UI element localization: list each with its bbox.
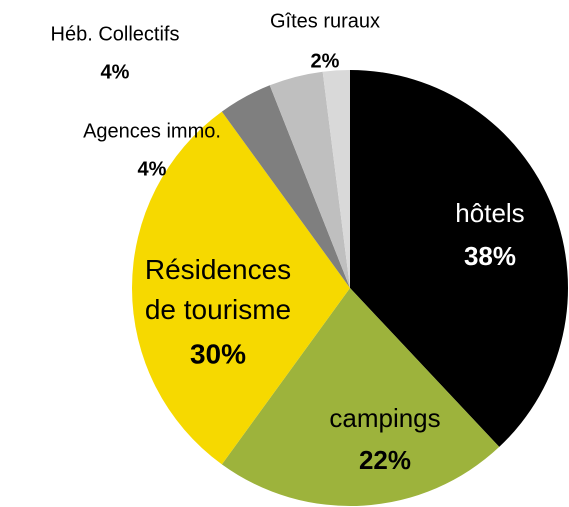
pie-slice: [269, 71, 350, 288]
slice-label: Héb. Collectifs: [51, 23, 180, 45]
pie-slice: [350, 70, 568, 447]
slice-label: hôtels: [455, 198, 524, 228]
pie-slice: [221, 85, 350, 289]
slice-label: Résidences de tourisme: [145, 254, 291, 325]
slice-label: Gîtes ruraux: [270, 10, 380, 32]
slice-label-line: de tourisme: [145, 294, 291, 325]
slice-value-label: 2%: [311, 50, 340, 72]
slice-value-label: 38%: [464, 241, 516, 271]
slice-label: Agences immo.: [83, 120, 221, 142]
slice-label: campings: [329, 403, 440, 433]
slice-value-label: 4%: [101, 61, 130, 83]
slice-value-label: 22%: [359, 445, 411, 475]
slice-value-label: 30%: [190, 338, 246, 369]
slice-value-label: 4%: [138, 158, 167, 180]
pie-slice: [221, 288, 500, 506]
pie-slice: [132, 111, 350, 465]
pie-slice: [322, 70, 350, 288]
slice-label-line: Résidences: [145, 254, 291, 285]
